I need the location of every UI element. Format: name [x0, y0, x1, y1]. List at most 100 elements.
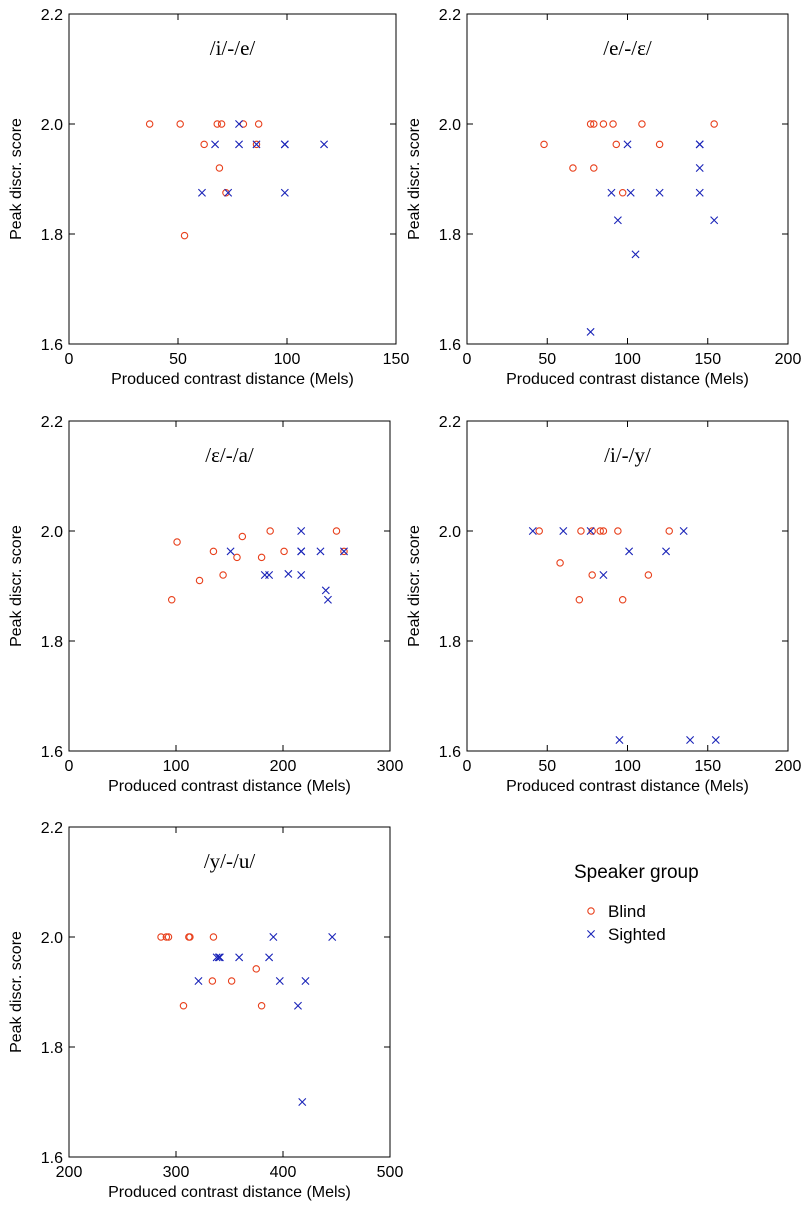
- x-tick-label: 200: [56, 1164, 83, 1181]
- data-point-blind: [618, 189, 627, 197]
- data-point-sighted: [280, 188, 289, 197]
- x-tick-label: 150: [383, 351, 410, 368]
- data-point-sighted: [293, 1001, 302, 1010]
- data-point-sighted: [297, 527, 306, 535]
- data-point-blind: [266, 527, 274, 535]
- series-blind: [157, 933, 266, 1010]
- data-point-sighted: [212, 953, 221, 962]
- data-point-blind: [535, 527, 543, 535]
- data-point-sighted: [613, 216, 622, 225]
- y-tick-label: 2.0: [439, 524, 461, 541]
- y-tick-label: 2.0: [41, 930, 63, 947]
- y-tick-label: 1.6: [439, 337, 461, 354]
- scatter-panel-3: 0 100 200 300 1.6 1.8 2.0 2.2 Produced contrast …: [8, 414, 403, 795]
- data-point-blind: [280, 547, 288, 556]
- data-point-sighted: [328, 933, 337, 941]
- data-point-blind: [217, 120, 226, 128]
- data-point-blind: [222, 189, 230, 197]
- data-point-blind: [186, 933, 194, 941]
- x-tick-label: 100: [274, 351, 301, 368]
- y-tick-label: 2.2: [41, 7, 63, 24]
- x-axis-label: Produced contrast distance (Mels): [506, 778, 749, 795]
- y-axis-label: Peak discr. score: [8, 931, 25, 1053]
- data-point-sighted: [655, 188, 664, 197]
- data-point-sighted: [695, 188, 704, 197]
- x-tick-label: 200: [775, 351, 802, 368]
- data-point-blind: [599, 527, 608, 535]
- series-sighted: [586, 140, 719, 336]
- data-point-blind: [227, 977, 236, 985]
- data-point-sighted: [710, 216, 719, 225]
- data-point-blind: [167, 595, 176, 604]
- legend-title: Speaker group: [574, 862, 699, 883]
- scatter-panel-5: 200 300 400 500 1.6 1.8 2.0 2.2 Produced contras…: [8, 820, 403, 1201]
- y-tick-label: 1.6: [41, 744, 63, 761]
- data-point-blind: [588, 571, 596, 579]
- data-point-blind: [590, 164, 598, 172]
- x-tick-label: 300: [377, 758, 404, 775]
- series-blind: [540, 120, 718, 197]
- data-point-sighted: [626, 188, 635, 197]
- data-point-blind: [540, 140, 548, 149]
- data-point-blind: [618, 595, 627, 604]
- legend-entry-blind: Blind: [587, 902, 646, 921]
- data-point-blind: [665, 527, 673, 535]
- y-axis-label: Peak discr. score: [406, 118, 423, 240]
- panel-title: /i/-/y/: [604, 443, 651, 467]
- data-point-sighted: [269, 933, 278, 941]
- x-tick-label: 150: [694, 351, 721, 368]
- scatter-panel-1: 0 50 100 150 1.6 1.8 2.0 2.2 Produced contrast d…: [8, 7, 409, 388]
- data-point-blind: [173, 538, 181, 546]
- x-tick-label: 100: [163, 758, 190, 775]
- data-point-blind: [215, 164, 224, 172]
- x-tick-label: 0: [463, 351, 472, 368]
- data-point-blind: [575, 595, 584, 604]
- plot-frame: [466, 420, 789, 752]
- x-axis-label: Produced contrast distance (Mels): [506, 371, 749, 388]
- chart-panels: 0 50 100 150 1.6 1.8 2.0 2.2 Produced contrast d…: [8, 7, 801, 1201]
- data-point-sighted: [323, 595, 332, 604]
- data-point-blind: [200, 140, 208, 149]
- data-point-sighted: [586, 527, 595, 535]
- data-point-blind: [257, 553, 266, 562]
- data-point-sighted: [301, 977, 310, 985]
- data-point-blind: [556, 559, 564, 567]
- series-blind: [535, 527, 673, 604]
- data-point-sighted: [215, 953, 224, 962]
- data-point-sighted: [320, 140, 329, 149]
- plot-frame: [68, 13, 397, 345]
- plot-frame: [466, 13, 789, 345]
- data-point-blind: [614, 527, 622, 535]
- x-axis-label: Produced contrast distance (Mels): [111, 371, 354, 388]
- data-point-blind: [157, 933, 165, 941]
- data-point-sighted: [695, 140, 704, 149]
- data-point-sighted: [321, 586, 330, 595]
- data-point-blind: [609, 120, 617, 128]
- data-point-sighted: [252, 140, 261, 149]
- data-point-blind: [180, 231, 189, 240]
- x-tick-label: 300: [163, 1164, 190, 1181]
- series-blind: [167, 527, 348, 604]
- legend: Speaker group Blind Sighted: [574, 862, 699, 944]
- data-point-blind: [332, 527, 341, 535]
- data-point-blind: [590, 120, 598, 128]
- y-tick-label: 2.2: [41, 820, 63, 837]
- data-point-sighted: [297, 547, 306, 556]
- y-tick-label: 2.0: [41, 117, 63, 134]
- data-point-sighted: [226, 547, 235, 556]
- x-tick-label: 0: [463, 758, 472, 775]
- data-point-sighted: [607, 188, 616, 197]
- y-tick-label: 2.0: [41, 524, 63, 541]
- data-point-blind: [164, 933, 173, 941]
- data-point-blind: [588, 527, 596, 535]
- data-point-sighted: [297, 571, 306, 579]
- legend-entry-sighted: Sighted: [587, 925, 666, 944]
- data-point-sighted: [197, 188, 206, 197]
- data-point-blind: [195, 576, 204, 585]
- data-point-blind: [239, 120, 248, 128]
- data-point-blind: [596, 527, 604, 535]
- scatter-panel-2: 0 50 100 150 200 1.6 1.8 2.0 2.2 Produced contras…: [406, 7, 801, 388]
- data-point-blind: [162, 933, 171, 941]
- y-tick-label: 2.2: [41, 414, 63, 431]
- data-point-sighted: [559, 527, 568, 535]
